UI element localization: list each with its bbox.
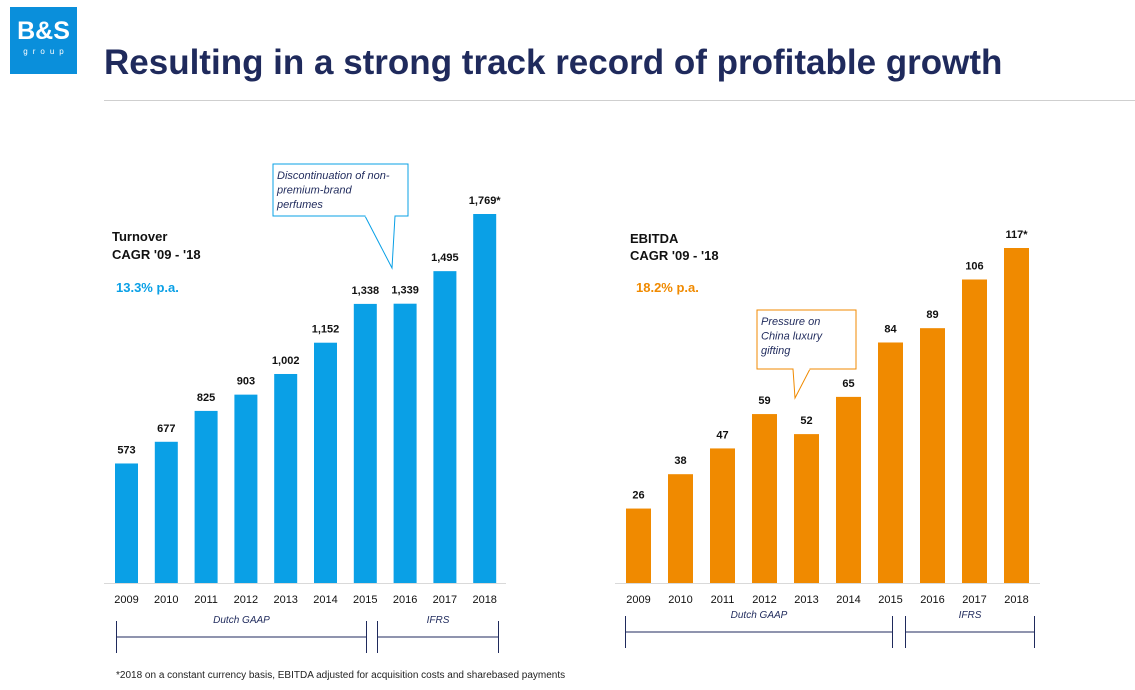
turnover-bar-2012 bbox=[234, 394, 258, 583]
turnover-bar-2015 bbox=[353, 303, 377, 583]
turnover-callout-text-line: premium-brand bbox=[276, 185, 352, 197]
turnover-bar-2014 bbox=[314, 342, 337, 583]
ebitda-cagr-label: 18.2% p.a. bbox=[636, 280, 699, 295]
ebitda-chart-title: EBITDA bbox=[630, 231, 679, 246]
ebitda-bar-2010 bbox=[668, 474, 693, 583]
ebitda-bracket-label-0: Dutch GAAP bbox=[731, 610, 788, 621]
ebitda-tick-label-2016: 2016 bbox=[920, 594, 944, 606]
ebitda-value-label-2014: 65 bbox=[842, 378, 854, 390]
page-title: Resulting in a strong track record of pr… bbox=[104, 43, 1003, 82]
turnover-bar-2013 bbox=[274, 373, 298, 583]
turnover-bar-2011 bbox=[194, 410, 218, 583]
ebitda-callout-text-line: Pressure on bbox=[761, 316, 820, 328]
ebitda-value-label-2017: 106 bbox=[965, 260, 983, 272]
ebitda-value-label-2015: 84 bbox=[884, 323, 897, 335]
ebitda-bar-2016 bbox=[920, 328, 945, 583]
ebitda-callout-box bbox=[756, 309, 857, 370]
ebitda-chart-subtitle: CAGR '09 - '18 bbox=[630, 248, 719, 263]
ebitda-value-label-2016: 89 bbox=[926, 309, 938, 321]
turnover-value-label-2010: 677 bbox=[157, 423, 175, 435]
turnover-callout-box bbox=[272, 163, 409, 217]
turnover-bar-2016 bbox=[393, 303, 417, 583]
turnover-tick-label-2017: 2017 bbox=[433, 594, 457, 606]
ebitda-tick-label-2013: 2013 bbox=[794, 594, 818, 606]
turnover-tick-label-2018: 2018 bbox=[472, 594, 496, 606]
turnover-bar-2010 bbox=[154, 441, 178, 583]
ebitda-value-label-2012: 59 bbox=[758, 395, 770, 407]
turnover-value-label-2018: 1,769* bbox=[469, 195, 502, 207]
turnover-cagr-label: 13.3% p.a. bbox=[116, 280, 179, 295]
turnover-value-label-2017: 1,495 bbox=[431, 252, 459, 264]
ebitda-tick-label-2010: 2010 bbox=[668, 594, 692, 606]
turnover-tick-label-2015: 2015 bbox=[353, 594, 377, 606]
turnover-chart-subtitle: CAGR '09 - '18 bbox=[112, 247, 201, 262]
ebitda-value-label-2010: 38 bbox=[674, 455, 686, 467]
turnover-value-label-2012: 903 bbox=[237, 376, 255, 388]
ebitda-tick-label-2012: 2012 bbox=[752, 594, 776, 606]
turnover-value-label-2009: 573 bbox=[117, 444, 135, 456]
ebitda-tick-label-2011: 2011 bbox=[711, 594, 735, 606]
bs-group-logo: B&S group bbox=[10, 7, 77, 74]
turnover-callout-text-line: perfumes bbox=[276, 199, 323, 211]
ebitda-tick-label-2017: 2017 bbox=[962, 594, 986, 606]
logo-subtext: group bbox=[23, 47, 69, 56]
ebitda-tick-label-2014: 2014 bbox=[836, 594, 860, 606]
turnover-bracket-label-1: IFRS bbox=[427, 615, 450, 626]
turnover-value-label-2016: 1,339 bbox=[391, 285, 419, 297]
turnover-bar-2018 bbox=[473, 214, 497, 583]
ebitda-bar-2014 bbox=[836, 396, 861, 583]
ebitda-callout-pointer bbox=[792, 368, 811, 400]
ebitda-value-label-2009: 26 bbox=[632, 490, 644, 502]
ebitda-bar-2018 bbox=[1004, 248, 1029, 583]
ebitda-callout-text-line: gifting bbox=[761, 345, 791, 357]
turnover-value-label-2015: 1,338 bbox=[352, 285, 380, 297]
ebitda-tick-label-2009: 2009 bbox=[626, 594, 650, 606]
ebitda-value-label-2013: 52 bbox=[800, 415, 812, 427]
ebitda-tick-label-2018: 2018 bbox=[1004, 594, 1028, 606]
ebitda-bar-2015 bbox=[878, 342, 903, 583]
turnover-tick-label-2010: 2010 bbox=[154, 594, 178, 606]
turnover-tick-label-2014: 2014 bbox=[313, 594, 337, 606]
turnover-callout-text-line: Discontinuation of non- bbox=[277, 170, 390, 182]
ebitda-bar-2012 bbox=[752, 414, 777, 583]
turnover-tick-label-2009: 2009 bbox=[114, 594, 138, 606]
ebitda-value-label-2011: 47 bbox=[716, 429, 728, 441]
turnover-tick-label-2012: 2012 bbox=[234, 594, 258, 606]
turnover-chart-title: Turnover bbox=[112, 229, 167, 244]
title-divider bbox=[104, 100, 1135, 101]
ebitda-bar-2017 bbox=[962, 279, 987, 583]
ebitda-value-label-2018: 117* bbox=[1005, 229, 1028, 241]
turnover-tick-label-2013: 2013 bbox=[273, 594, 297, 606]
ebitda-bar-2009 bbox=[626, 508, 651, 583]
ebitda-bracket-label-1: IFRS bbox=[959, 610, 982, 621]
ebitda-bar-2013 bbox=[794, 434, 819, 583]
ebitda-bar-2011 bbox=[710, 448, 735, 583]
turnover-value-label-2011: 825 bbox=[197, 392, 215, 404]
footnote: *2018 on a constant currency basis, EBIT… bbox=[116, 670, 566, 681]
turnover-tick-label-2011: 2011 bbox=[194, 594, 218, 606]
ebitda-tick-label-2015: 2015 bbox=[878, 594, 902, 606]
logo-text: B&S bbox=[17, 17, 70, 45]
turnover-bar-2017 bbox=[433, 271, 457, 583]
turnover-bracket-label-0: Dutch GAAP bbox=[213, 615, 270, 626]
turnover-bar-2009 bbox=[115, 463, 138, 583]
turnover-tick-label-2016: 2016 bbox=[393, 594, 417, 606]
ebitda-callout-text-line: China luxury bbox=[761, 331, 824, 343]
turnover-value-label-2014: 1,152 bbox=[312, 324, 340, 336]
turnover-value-label-2013: 1,002 bbox=[272, 355, 300, 367]
turnover-callout-pointer bbox=[364, 215, 396, 270]
